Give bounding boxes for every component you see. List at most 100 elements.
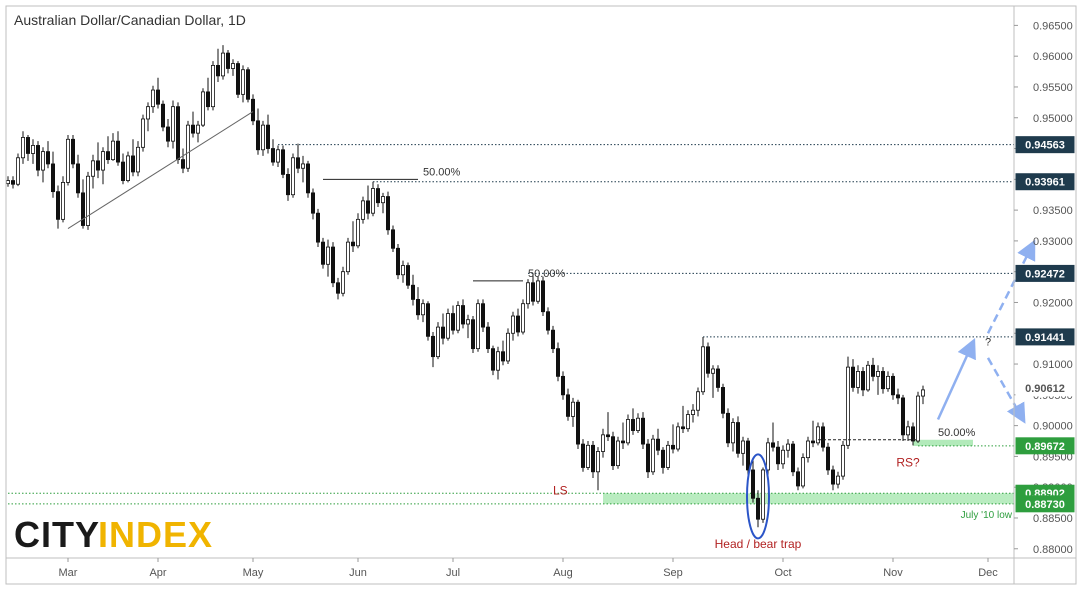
candles (6, 45, 926, 528)
chart-title: Australian Dollar/Canadian Dollar, 1D (14, 12, 246, 28)
candle-body (691, 409, 696, 415)
candle-body (6, 180, 11, 185)
candle-body (430, 335, 435, 358)
candle-body (345, 241, 350, 273)
candle-body (921, 389, 926, 397)
candle-body (646, 443, 651, 473)
candle-body (20, 137, 25, 159)
candle-body (375, 188, 380, 204)
candle-body (71, 138, 76, 165)
candle-body (776, 446, 781, 465)
candle-body (210, 65, 215, 108)
candle-body (651, 438, 656, 473)
candle-body (61, 182, 66, 220)
candle-body (270, 148, 275, 163)
candle-body (666, 444, 671, 468)
candle-body (531, 282, 536, 302)
price-tag-label: 0.94563 (1025, 140, 1065, 152)
candle-body (701, 346, 706, 393)
candle-body (300, 163, 305, 169)
candle-body (611, 436, 616, 467)
candle-body (260, 124, 265, 151)
price-tag-box (1015, 328, 1075, 346)
candle-body (806, 440, 811, 459)
candle-body (556, 348, 561, 377)
candle-body (121, 161, 126, 181)
candle-body (450, 313, 455, 331)
candle-body (126, 155, 131, 181)
july-low-label: July '10 low (961, 510, 1013, 521)
candle-body (711, 368, 716, 374)
candle-body (355, 218, 360, 247)
candle-body (766, 442, 771, 471)
candle-body (480, 303, 485, 328)
candle-body (225, 52, 230, 69)
x-tick-label: Mar (59, 567, 78, 579)
candle-body (811, 440, 816, 444)
candle-body (460, 305, 465, 325)
candle-body (101, 151, 106, 171)
candle-body (576, 401, 581, 445)
candle-body (791, 443, 796, 473)
y-tick-label: 0.93500 (1033, 205, 1073, 217)
candle-body (285, 173, 290, 196)
x-tick-label: Apr (149, 567, 166, 579)
candle-body (76, 163, 81, 194)
candle-body (911, 426, 916, 442)
candle-body (215, 65, 220, 77)
x-tick-label: Oct (774, 567, 791, 579)
price-tag-box (1015, 173, 1075, 191)
candle-body (876, 371, 881, 377)
x-tick-label: Jun (349, 567, 367, 579)
candle-body (250, 98, 255, 122)
july-low-support-zone (603, 493, 1014, 504)
fib-label-2: 50.00% (528, 268, 566, 280)
candle-body (405, 265, 410, 286)
x-tick-label: May (243, 567, 264, 579)
candle-body (30, 145, 35, 154)
candle-body (36, 145, 41, 171)
candle-body (686, 414, 691, 430)
candle-body (140, 118, 145, 148)
y-tick-label: 0.90000 (1033, 421, 1073, 433)
price-tag-label: 0.91441 (1025, 332, 1065, 344)
candle-body (896, 394, 901, 399)
candle-body (380, 196, 385, 204)
candle-body (290, 157, 295, 196)
price-tag-label: 0.90612 (1025, 383, 1065, 395)
candle-body (836, 475, 841, 485)
candle-body (180, 159, 185, 169)
price-tag-box (1015, 136, 1075, 154)
candle-body (445, 313, 450, 339)
candle-body (676, 426, 681, 450)
candle-body (320, 241, 325, 265)
candle-body (866, 364, 871, 391)
left-shoulder-label: LS (553, 483, 568, 497)
candle-body (816, 426, 821, 444)
candle-body (871, 364, 876, 377)
city-index-logo: CITY INDEX (14, 514, 212, 555)
candle-body (310, 192, 315, 214)
candle-body (856, 371, 861, 388)
candle-body (165, 126, 170, 142)
fib-label-1: 50.00% (423, 166, 461, 178)
candle-body (616, 440, 621, 467)
head-ellipse (746, 453, 770, 540)
candle-body (826, 446, 831, 471)
projection-question-mark: ? (985, 337, 991, 349)
price-tag-box (1015, 264, 1075, 282)
candle-body (861, 371, 866, 391)
candle-body (200, 91, 205, 126)
candle-body (631, 419, 636, 431)
candle-body (66, 138, 71, 183)
candle-body (596, 451, 601, 473)
x-tick-label: Nov (883, 567, 903, 579)
candle-body (591, 444, 596, 473)
candle-body (465, 319, 470, 325)
candle-body (831, 469, 836, 485)
fib-label-3: 50.00% (938, 427, 976, 439)
candle-body (781, 449, 786, 465)
candle-body (170, 106, 175, 142)
